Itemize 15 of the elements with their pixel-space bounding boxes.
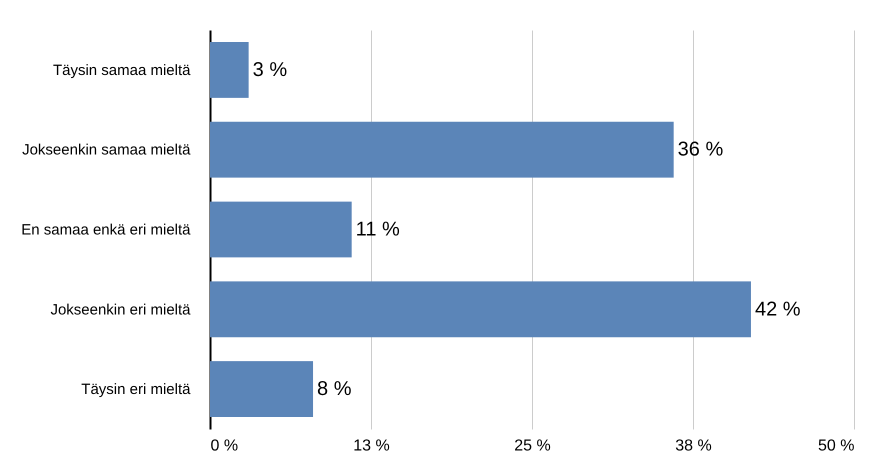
- y-tick-label: Täysin eri mieltä: [81, 381, 192, 398]
- x-tick-label: 0 %: [210, 438, 238, 454]
- data-label: 36 %: [678, 138, 724, 161]
- data-label: 3 %: [252, 58, 288, 81]
- y-tick-label: Jokseenkin samaa mieltä: [22, 142, 192, 159]
- x-tick-label: 38 %: [675, 438, 712, 454]
- x-tick-label: 25 %: [514, 438, 551, 454]
- y-tick-label: Jokseenkin eri mieltä: [50, 301, 192, 318]
- x-tick-label: 13 %: [353, 438, 390, 454]
- y-tick-label: Täysin samaa mieltä: [52, 62, 192, 79]
- data-label: 8 %: [317, 378, 352, 400]
- data-label: 11 %: [356, 218, 400, 240]
- x-tick-label: 50 %: [818, 438, 854, 454]
- y-tick-label: En samaa enkä eri mieltä: [21, 222, 192, 238]
- data-label: 42 %: [754, 298, 801, 320]
